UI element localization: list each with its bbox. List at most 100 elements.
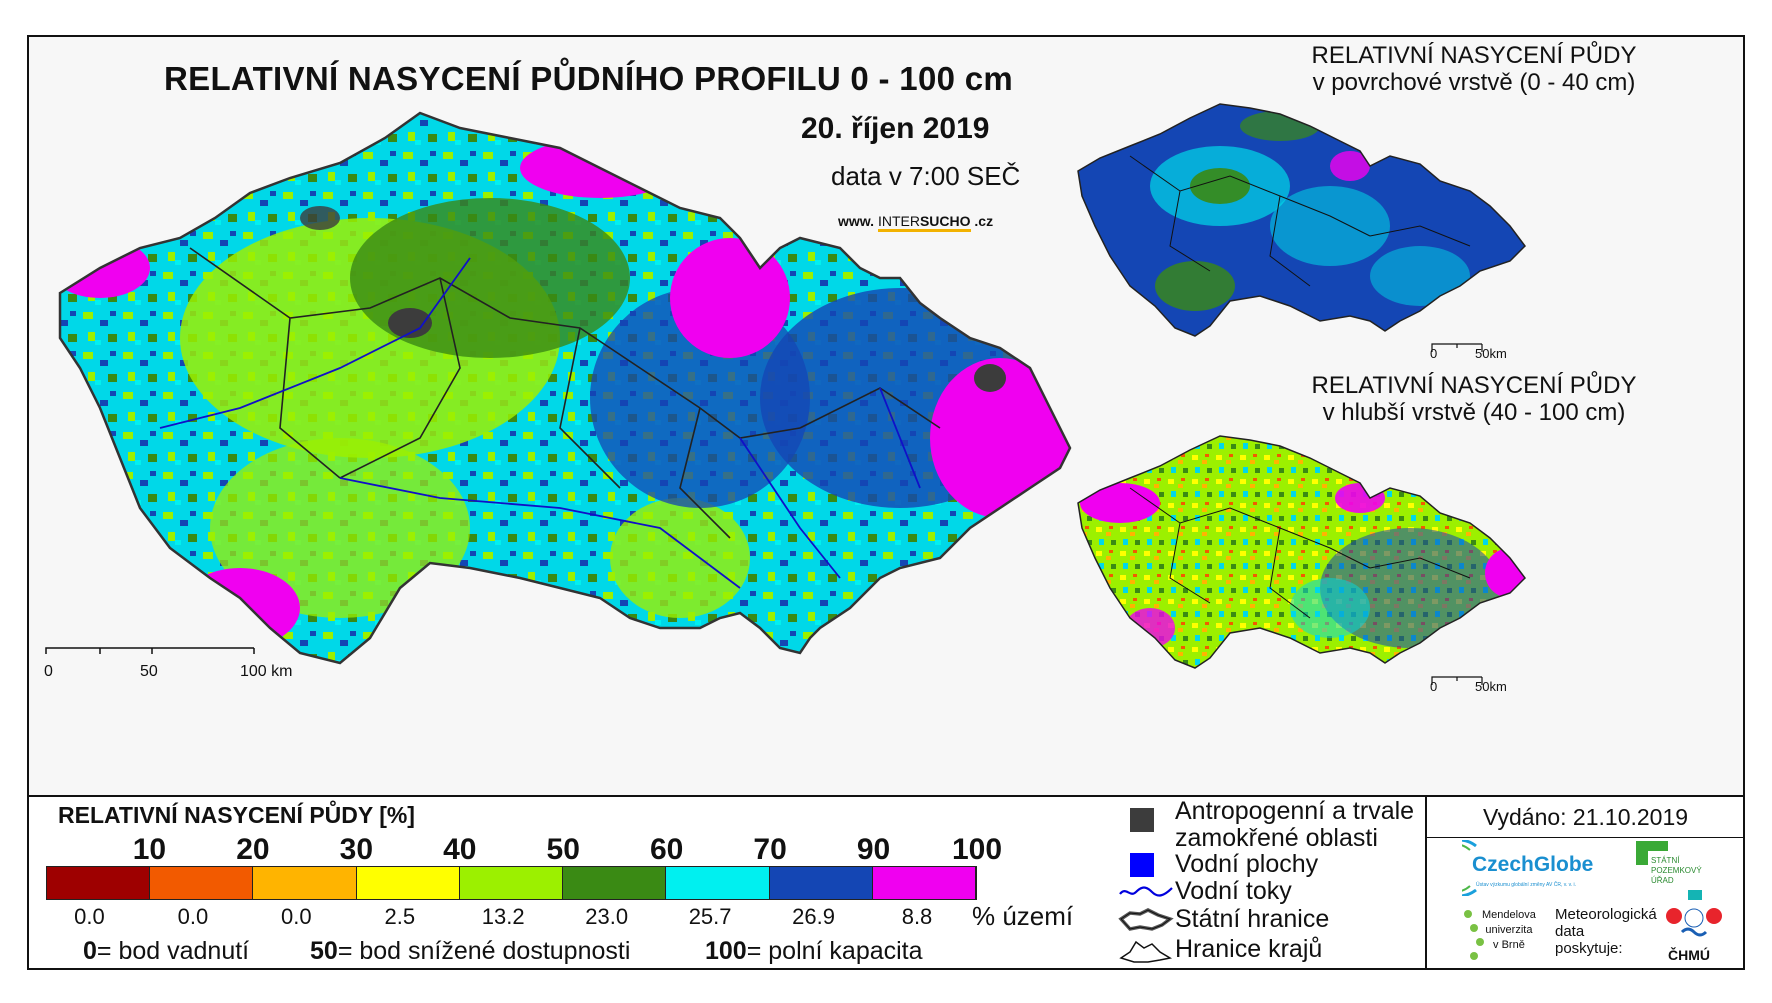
legend-tick-70: 70 [753, 833, 787, 866]
vodni-plochy-label: Vodní plochy [1175, 850, 1319, 878]
website-sucho: SUCHO [919, 213, 971, 229]
legend-swatch-0 [47, 867, 151, 899]
mendelu-line2: univerzita [1485, 924, 1533, 936]
data-time: data v 7:00 SEČ [831, 161, 1021, 191]
statni-hranice-label: Státní hranice [1175, 905, 1330, 933]
legend-tick-30: 30 [339, 833, 374, 866]
antropogenni-line1: Antropogenní a trvale [1175, 797, 1415, 825]
inset-top-scale-50: 50km [1475, 346, 1507, 361]
footer-divider [1425, 797, 1427, 968]
legend-tick-50: 50 [546, 833, 580, 866]
hranice-kraju-label: Hranice krajů [1175, 935, 1323, 963]
inset-top-title-line1: RELATIVNÍ NASYCENÍ PŮDY [1311, 42, 1637, 69]
mendelu-line1: Mendelova [1482, 909, 1536, 921]
antropogenni-label: Antropogenní a trvale zamokřené oblasti [1175, 798, 1414, 852]
legend-swatch-5 [563, 867, 667, 899]
scale-label-0: 0 [44, 663, 53, 680]
meteo-line1: Meteorologická [1555, 906, 1657, 923]
website-suffix: .cz [974, 213, 994, 229]
czechglobe-name: CzechGlobe [1472, 853, 1594, 876]
czechglobe-subtitle: Ústav výzkumu globální změny AV ČR, v. v… [1476, 882, 1577, 888]
inset-bottom-scale-0: 0 [1430, 679, 1438, 694]
legend-tick-60: 60 [649, 833, 684, 866]
inset-top-title-line2: v povrchové vrstvě (0 - 40 cm) [1312, 69, 1636, 96]
map-date: 20. říjen 2019 [801, 112, 990, 145]
meteo-text: Meteorologická data poskytuje: [1555, 906, 1657, 957]
chmu-label: ČHMÚ [1668, 947, 1710, 963]
meteo-line3: poskytuje: [1555, 940, 1623, 957]
main-scale-bar [45, 647, 255, 654]
antropogenni-line2: zamokřené oblasti [1175, 824, 1378, 852]
legend-tick-100: 100 [951, 833, 1003, 866]
legend-swatch-2 [253, 867, 357, 899]
inset-bottom-title: RELATIVNÍ NASYCENÍ PŮDY v hlubší vrstvě … [1264, 372, 1684, 426]
legend-def-100-text: = polní kapacita [746, 937, 923, 965]
state-border-icon [1118, 908, 1174, 931]
spu-logo [1636, 841, 1668, 865]
legend-percent-7: 26.9 [792, 904, 835, 929]
spu-line1: STÁTNÍ [1651, 856, 1680, 865]
legend-percent-3: 2.5 [384, 904, 416, 929]
inset-bottom-scale-50: 50km [1475, 679, 1507, 694]
legend-swatch-1 [150, 867, 254, 899]
scale-label-50: 50 [140, 663, 158, 680]
legend-def-100-num: 100 [705, 937, 747, 965]
inset-top-scale-0: 0 [1430, 346, 1438, 361]
legend-def-50-num: 50 [310, 937, 338, 965]
footer-divider-horizontal [1427, 837, 1743, 838]
chmu-logo [1666, 890, 1722, 937]
legend-percent-4: 13.2 [481, 904, 525, 929]
legend-swatch-4 [459, 867, 564, 899]
legend-swatch-7 [769, 867, 873, 899]
legend-swatch-8 [872, 867, 976, 899]
spu-line3: ÚŘAD [1651, 876, 1674, 885]
legend-percent-8: 8.8 [901, 904, 933, 929]
legend-tick-10: 10 [132, 833, 167, 866]
inset-map-surface-layer [1077, 103, 1526, 337]
legend-percent-2: 0.0 [281, 904, 312, 929]
website-link[interactable]: www. INTERSUCHO .cz [838, 213, 993, 232]
inset-bottom-scale-bar [1431, 676, 1483, 685]
legend-divider [29, 795, 1743, 797]
legend-def-100: 100= polní kapacita [705, 937, 923, 966]
vodni-toky-label: Vodní toky [1175, 877, 1292, 905]
region-border-icon [1119, 940, 1173, 963]
page-title: RELATIVNÍ NASYCENÍ PŮDNÍHO PROFILU 0 - 1… [164, 60, 1014, 97]
mendelu-logo [1464, 910, 1484, 960]
issue-date: Vydáno: 21.10.2019 [1483, 804, 1689, 830]
inset-bottom-title-line2: v hlubší vrstvě (40 - 100 cm) [1322, 399, 1626, 426]
legend-percent-1: 0.0 [177, 904, 209, 929]
legend-swatch-3 [356, 867, 460, 899]
legend-swatch-6 [666, 867, 770, 899]
legend-percent-0: 0.0 [74, 904, 105, 929]
mendelu-text: Mendelova univerzita v Brně [1482, 908, 1536, 953]
legend-color-bar [46, 866, 977, 900]
inset-map-deep-layer [1077, 435, 1526, 669]
legend-def-0-text: = bod vadnutí [96, 937, 250, 965]
legend-def-50: 50= bod snížené dostupnosti [310, 937, 630, 966]
legend-unit-label: % území [972, 901, 1074, 931]
legend-def-0: 0= bod vadnutí [83, 937, 249, 966]
scale-label-100: 100 km [240, 663, 293, 680]
vodni-plochy-swatch [1130, 853, 1154, 877]
legend-def-50-text: = bod snížené dostupnosti [337, 937, 631, 965]
inset-top-title: RELATIVNÍ NASYCENÍ PŮDY v povrchové vrst… [1264, 42, 1684, 96]
legend-def-0-num: 0 [83, 937, 97, 965]
antropogenni-swatch [1130, 808, 1154, 832]
mendelu-line3: v Brně [1493, 939, 1525, 951]
legend-percent-5: 23.0 [585, 904, 629, 929]
inset-bottom-title-line1: RELATIVNÍ NASYCENÍ PŮDY [1311, 372, 1637, 399]
spu-line2: POZEMKOVÝ [1651, 866, 1702, 875]
river-line-icon [1119, 886, 1173, 897]
spu-text: STÁTNÍ POZEMKOVÝ ÚŘAD [1651, 856, 1702, 886]
website-inter: INTER [877, 213, 920, 229]
legend-tick-90: 90 [856, 833, 891, 866]
website-prefix: www. [838, 213, 875, 229]
meteo-line2: data [1555, 923, 1585, 940]
main-soil-saturation-map [58, 111, 1072, 665]
legend-title: RELATIVNÍ NASYCENÍ PŮDY [%] [58, 802, 415, 828]
legend-percent-6: 25.7 [688, 904, 732, 929]
inset-top-scale-bar [1431, 343, 1483, 352]
legend-tick-20: 20 [236, 833, 270, 866]
legend-tick-40: 40 [443, 833, 477, 866]
